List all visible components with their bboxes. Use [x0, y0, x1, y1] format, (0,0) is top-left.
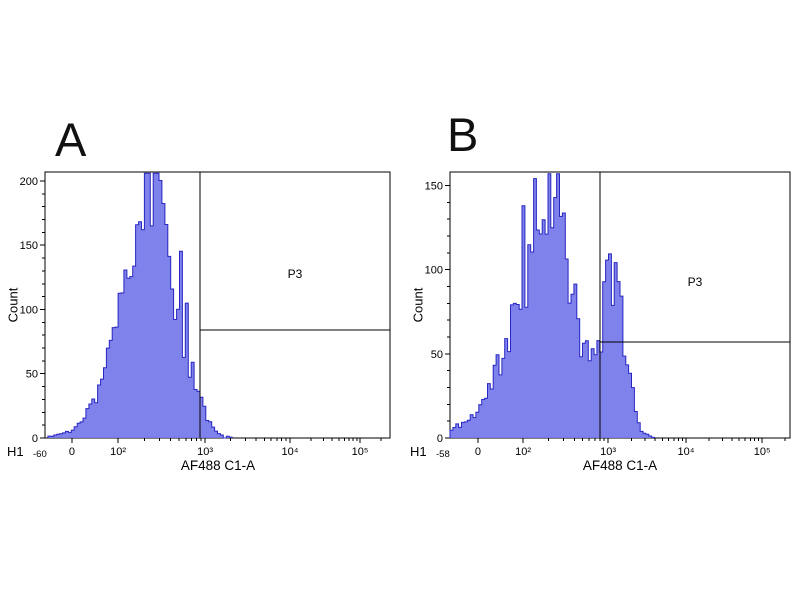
- panel-a-x-axis-label: AF488 C1-A: [180, 458, 256, 473]
- histogram-fill-b: [450, 173, 655, 438]
- plot-border-a: [44, 171, 391, 439]
- panel-b-axis-offset-label: -58: [436, 449, 450, 460]
- x-tick-label-b: 0: [475, 446, 481, 458]
- gate-label-a: P3: [288, 267, 303, 281]
- x-tick-label-a: 10⁴: [281, 446, 298, 458]
- panel-a-letter: A: [55, 113, 87, 166]
- x-tick-label-a: 0: [69, 446, 75, 458]
- histogram-outline-a: [47, 172, 233, 439]
- y-tick-label-b: 0: [437, 433, 443, 445]
- gate-label-b: P3: [688, 275, 703, 289]
- panel-a-axis-offset-label: -60: [33, 449, 47, 460]
- x-tick-label-b: 10⁴: [677, 446, 694, 458]
- panel-a-tube-label: H1: [7, 444, 24, 459]
- y-tick-label-b: 100: [425, 265, 443, 277]
- histogram-fill-a: [47, 173, 233, 439]
- y-tick-label-a: 50: [26, 369, 38, 381]
- x-tick-label-b: 10⁵: [754, 446, 771, 458]
- x-tick-label-a: 10²: [110, 446, 126, 458]
- x-tick-label-a: 10⁵: [352, 446, 369, 458]
- panel-b-tube-label: H1: [410, 444, 427, 459]
- x-tick-label-b: 10³: [600, 446, 616, 458]
- histogram-outline-b: [449, 173, 656, 438]
- y-tick-label-b: 150: [425, 180, 443, 192]
- y-tick-label-b: 50: [431, 349, 443, 361]
- y-tick-label-a: 150: [20, 240, 38, 252]
- y-tick-label-a: 100: [20, 304, 38, 316]
- panel-b-letter: B: [447, 108, 479, 161]
- x-tick-label-b: 10²: [515, 446, 531, 458]
- y-tick-label-a: 0: [32, 433, 38, 445]
- panel-b-x-axis-label: AF488 C1-A: [582, 458, 658, 473]
- panel-a-y-axis-label: Count: [5, 287, 21, 323]
- y-tick-label-a: 200: [20, 176, 38, 188]
- x-tick-label-a: 10³: [197, 446, 213, 458]
- panel-b-y-axis-label: Count: [410, 287, 426, 323]
